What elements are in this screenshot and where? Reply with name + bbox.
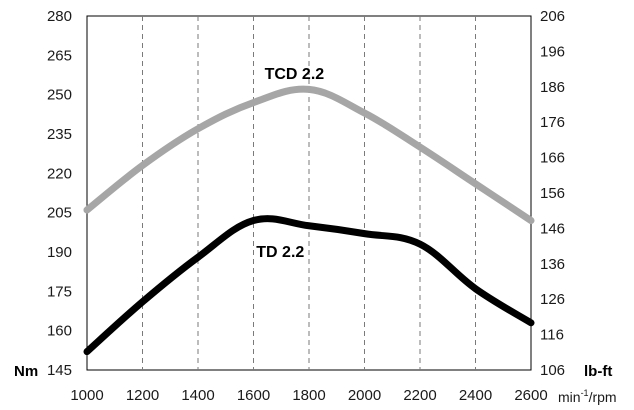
series-lines	[83, 85, 535, 356]
left-tick-label: 265	[47, 47, 72, 64]
x-tick-label: 1000	[70, 387, 103, 404]
left-tick-label: 205	[47, 205, 72, 222]
x-tick-label: 1200	[126, 387, 159, 404]
x-tick-label: 2200	[403, 387, 436, 404]
x-tick-label: 2000	[348, 387, 381, 404]
right-tick-label: 206	[540, 8, 565, 25]
left-tick-label: 160	[47, 323, 72, 340]
right-tick-label: 196	[540, 43, 565, 60]
left-tick-label: 235	[47, 126, 72, 143]
x-tick-label: 2400	[459, 387, 492, 404]
series-label-td-2-2: TD 2.2	[256, 244, 304, 261]
x-unit-base: min	[558, 389, 581, 405]
left-tick-label: 175	[47, 283, 72, 300]
left-tick-label: 250	[47, 87, 72, 104]
left-y-axis-ticks: 145 160 175 190 205 220 235 250 265 280	[47, 8, 72, 379]
x-axis-unit: min-1/rpm	[558, 388, 617, 405]
right-tick-label: 116	[540, 327, 564, 344]
x-tick-label: 1400	[181, 387, 214, 404]
right-tick-label: 106	[540, 362, 565, 379]
right-tick-label: 166	[540, 150, 565, 167]
x-tick-label: 2600	[514, 387, 547, 404]
right-tick-label: 186	[540, 79, 565, 96]
series-line-tcd-2-2	[83, 85, 535, 225]
x-tick-label: 1800	[292, 387, 325, 404]
series-label-tcd-2-2: TCD 2.2	[265, 66, 325, 83]
left-tick-label: 220	[47, 165, 72, 182]
left-tick-label: 280	[47, 8, 72, 25]
left-axis-unit: Nm	[14, 363, 38, 380]
x-axis-ticks: 1000 1200 1400 1600 1800 2000 2200 2400 2600	[70, 387, 547, 404]
series-line-td-2-2	[83, 215, 535, 356]
right-tick-label: 176	[540, 114, 565, 131]
right-tick-label: 126	[540, 291, 565, 308]
right-y-axis-ticks: 106 116 126 136 146 156 166 176 186 196 206	[540, 8, 565, 379]
x-unit-rest: /rpm	[589, 389, 617, 405]
right-tick-label: 136	[540, 256, 565, 273]
right-axis-unit: lb-ft	[584, 363, 612, 380]
left-tick-label: 190	[47, 244, 72, 261]
series-labels: TCD 2.2 TD 2.2	[256, 66, 324, 261]
left-tick-label: 145	[47, 362, 72, 379]
right-tick-label: 156	[540, 185, 565, 202]
x-tick-label: 1600	[237, 387, 270, 404]
right-tick-label: 146	[540, 220, 565, 237]
vertical-grid	[142, 16, 476, 370]
x-unit-sup: -1	[581, 388, 589, 398]
